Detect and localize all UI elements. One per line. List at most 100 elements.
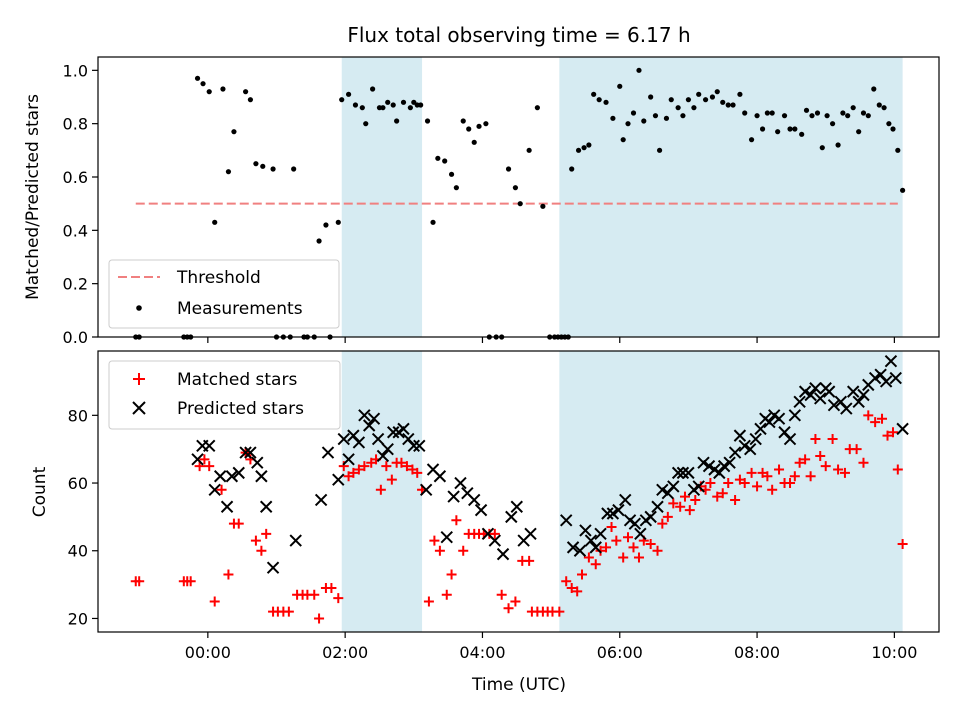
matched-star-point bbox=[668, 498, 679, 509]
predicted-star-point bbox=[203, 439, 216, 453]
matched-star-point bbox=[675, 501, 686, 512]
measurement-point bbox=[656, 147, 663, 153]
matched-star-point bbox=[762, 471, 773, 482]
predicted-star-point bbox=[682, 466, 695, 480]
matched-star-point bbox=[423, 596, 434, 607]
predicted-star-point bbox=[743, 442, 757, 456]
measurement-point bbox=[225, 169, 232, 175]
matched-star-point bbox=[730, 494, 741, 505]
measurement-point bbox=[737, 91, 743, 97]
legend-predicted-label: Predicted stars bbox=[177, 399, 304, 419]
matched-star-point bbox=[209, 596, 220, 607]
predicted-star-point bbox=[594, 527, 607, 541]
y-tick-label: 0.0 bbox=[63, 328, 88, 347]
matched-star-point bbox=[381, 461, 392, 472]
y-tick-label: 0.4 bbox=[63, 221, 88, 240]
shaded-region bbox=[341, 351, 423, 632]
y-tick-label: 80 bbox=[68, 406, 88, 425]
measurement-point bbox=[435, 155, 441, 161]
predicted-star-point bbox=[896, 422, 909, 436]
measurement-point bbox=[845, 113, 851, 119]
measurement-point bbox=[534, 105, 540, 111]
predicted-star-point bbox=[232, 466, 245, 480]
measurement-point bbox=[769, 110, 775, 116]
matched-star-point bbox=[353, 464, 364, 475]
predicted-star-point bbox=[342, 453, 355, 466]
matched-star-point bbox=[524, 555, 535, 566]
bottom-axes-frame bbox=[97, 350, 940, 633]
measurement-point bbox=[652, 113, 659, 119]
matched-star-point bbox=[752, 481, 763, 492]
measurement-point bbox=[460, 118, 466, 124]
matched-star-point bbox=[510, 596, 521, 607]
measurement-point bbox=[617, 83, 623, 89]
y-tick-label: 0.2 bbox=[63, 275, 88, 294]
legend-measurements-label: Measurements bbox=[177, 299, 303, 319]
bottom-x-ticks: 00:00 02:00 04:00 06:00 08:00 10:00 bbox=[185, 632, 917, 662]
predicted-star-point bbox=[798, 385, 812, 398]
predicted-star-point bbox=[733, 429, 747, 442]
predicted-star-point bbox=[852, 395, 865, 408]
predicted-star-point bbox=[440, 530, 453, 544]
measurement-point bbox=[400, 99, 407, 105]
x-tick-label: 08:00 bbox=[734, 643, 780, 662]
predicted-star-point bbox=[783, 432, 797, 446]
measurement-point bbox=[702, 97, 709, 103]
matched-star-point bbox=[633, 552, 644, 563]
measurement-point bbox=[430, 219, 436, 225]
predicted-star-point bbox=[447, 490, 460, 503]
measurement-point bbox=[453, 185, 459, 191]
matched-star-point bbox=[789, 471, 800, 482]
measurement-point bbox=[603, 99, 609, 105]
matched-star-point bbox=[261, 528, 272, 539]
measurement-point bbox=[253, 161, 259, 167]
matched-star-point bbox=[662, 511, 673, 522]
measurement-point bbox=[212, 219, 218, 225]
legend-threshold-label: Threshold bbox=[176, 268, 261, 288]
matched-star-point bbox=[892, 464, 903, 475]
matched-star-point bbox=[489, 528, 500, 539]
matched-star-point bbox=[503, 603, 514, 614]
predicted-star-point bbox=[728, 446, 742, 459]
matched-star-point bbox=[652, 545, 663, 556]
measurement-point bbox=[466, 126, 472, 132]
bottom-y-axis-label: Count bbox=[30, 466, 50, 517]
matched-star-point bbox=[577, 569, 588, 580]
matched-star-point bbox=[283, 606, 294, 617]
measurement-point bbox=[809, 113, 815, 119]
matched-star-point bbox=[256, 545, 267, 556]
predicted-star-point bbox=[266, 561, 280, 574]
predicted-star-point bbox=[879, 375, 893, 388]
measurement-point bbox=[260, 163, 266, 169]
predicted-star-point bbox=[846, 385, 860, 398]
matched-star-point bbox=[800, 454, 811, 465]
predicted-star-point bbox=[628, 517, 642, 530]
measurement-point bbox=[206, 89, 212, 95]
x-tick-label: 04:00 bbox=[459, 643, 505, 662]
measurement-point bbox=[291, 166, 297, 172]
matched-star-point bbox=[590, 559, 601, 570]
matched-star-point bbox=[314, 613, 325, 624]
legend-predicted-swatch bbox=[132, 401, 146, 415]
measurement-point bbox=[787, 126, 793, 132]
predicted-star-point bbox=[314, 493, 328, 507]
predicted-star-point bbox=[220, 500, 234, 513]
measurement-point bbox=[596, 97, 602, 103]
predicted-star-point bbox=[889, 371, 902, 385]
predicted-star-point bbox=[692, 480, 705, 493]
predicted-star-point bbox=[191, 453, 204, 466]
measurement-point bbox=[720, 99, 726, 105]
matched-star-point bbox=[839, 467, 850, 478]
predicted-stars-points bbox=[191, 354, 909, 574]
measurement-point bbox=[663, 115, 670, 121]
measurement-point bbox=[850, 105, 856, 111]
matched-stars-points bbox=[130, 410, 908, 624]
predicted-star-point bbox=[788, 409, 802, 422]
matched-star-point bbox=[375, 484, 386, 495]
predicted-star-point bbox=[454, 476, 467, 490]
predicted-star-point bbox=[367, 412, 381, 425]
predicted-star-point bbox=[413, 439, 426, 453]
measurement-point bbox=[792, 126, 798, 132]
predicted-star-point bbox=[676, 466, 690, 480]
